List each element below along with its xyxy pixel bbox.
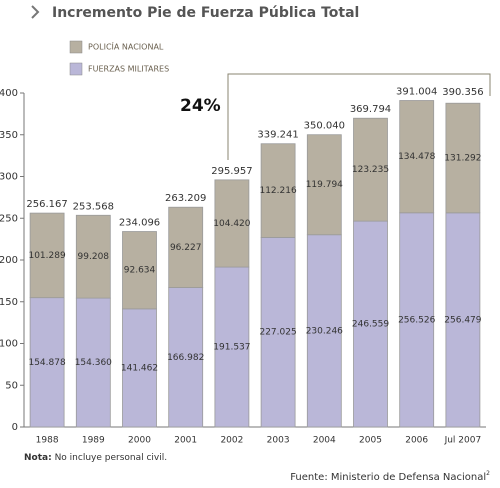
y-tick-label: 150: [0, 297, 18, 308]
value-label: 227.025: [259, 328, 296, 338]
bar-segment: [445, 102, 481, 214]
source-text: Fuente: Ministerio de Defensa Nacional: [290, 472, 486, 483]
value-label: 99.208: [78, 252, 110, 262]
x-tick-label: 1988: [36, 436, 59, 446]
value-label: 101.289: [28, 251, 65, 261]
value-label: 256.526: [398, 315, 435, 325]
value-label: 166.982: [167, 353, 204, 363]
value-label: 96.227: [170, 243, 202, 253]
value-label: 154.360: [75, 358, 112, 368]
value-label: 134.478: [398, 152, 435, 162]
value-label: 112.216: [259, 186, 296, 196]
bar-segment: [260, 237, 296, 428]
x-tick-label: 2002: [220, 436, 243, 446]
bar-segment: [353, 220, 388, 428]
bar-segment: [260, 143, 296, 238]
legend-swatch: [69, 40, 83, 54]
value-label: 123.235: [352, 165, 389, 175]
bar-segment: [399, 100, 435, 214]
value-label: 92.634: [124, 266, 156, 276]
value-label: 154.878: [28, 358, 65, 368]
bar-segment: [168, 206, 204, 288]
value-label: 104.420: [213, 219, 250, 229]
bar-segment: [122, 308, 157, 428]
y-tick-label: 50: [5, 380, 18, 391]
total-label: 339.241: [257, 130, 298, 141]
bar-segment: [122, 231, 157, 310]
annotation: 24%: [180, 96, 221, 116]
bar-segment: [399, 212, 435, 428]
value-label: 256.479: [444, 315, 481, 325]
note-label: Nota:: [24, 453, 52, 463]
bar-segment: [306, 134, 342, 236]
total-label: 234.096: [119, 218, 160, 229]
y-tick-label: 350: [0, 130, 18, 141]
note-text: No incluye personal civil.: [55, 453, 168, 463]
bar-segment: [29, 297, 65, 428]
value-label: 230.246: [306, 326, 343, 336]
bar-segment: [168, 287, 204, 428]
total-label: 350.040: [304, 121, 345, 132]
x-tick-label: 1989: [82, 436, 105, 446]
total-label: 295.957: [211, 166, 252, 177]
value-label: 141.462: [121, 363, 158, 373]
bar-segment: [75, 214, 111, 299]
legend-label: FUERZAS MILITARES: [88, 65, 169, 74]
y-tick-label: 250: [0, 213, 18, 224]
source-mark: 2: [486, 470, 490, 477]
title-chevron: [31, 5, 40, 19]
y-tick-label: 300: [0, 172, 18, 183]
total-label: 369.794: [350, 104, 391, 115]
y-tick-label: 200: [0, 255, 18, 266]
total-label: 263.209: [165, 193, 206, 204]
value-label: 191.537: [213, 343, 250, 353]
y-tick-label: 100: [0, 339, 18, 350]
x-tick-label: 2000: [128, 436, 151, 446]
bar-segment: [445, 212, 481, 428]
x-tick-label: 2005: [359, 436, 382, 446]
x-tick-label: Jul 2007: [444, 436, 482, 446]
legend-label: POLICÍA NACIONAL: [88, 41, 164, 52]
annotation-bracket: [227, 73, 491, 160]
note: Nota: No incluye personal civil.: [24, 453, 167, 463]
bar-segment: [306, 234, 342, 428]
source: Fuente: Ministerio de Defensa Nacional2: [290, 470, 490, 484]
bar-segment: [353, 117, 388, 222]
x-tick-label: 2004: [313, 436, 336, 446]
value-label: 246.559: [352, 320, 389, 330]
x-tick-label: 2006: [405, 436, 428, 446]
bar-segment: [214, 179, 250, 268]
value-label: 119.794: [306, 180, 343, 190]
chart-title: Incremento Pie de Fuerza Pública Total: [52, 5, 359, 21]
y-tick-label: 0: [12, 422, 18, 433]
x-tick-label: 2001: [174, 436, 197, 446]
total-label: 391.004: [396, 87, 437, 98]
total-label: 253.568: [73, 201, 114, 212]
y-tick-label: 400: [0, 88, 18, 99]
value-label: 131.292: [444, 154, 481, 164]
legend-swatch: [69, 62, 83, 76]
total-label: 390.356: [442, 87, 483, 98]
total-label: 256.167: [26, 199, 67, 210]
x-tick-label: 2003: [267, 436, 290, 446]
bar-segment: [29, 212, 65, 299]
